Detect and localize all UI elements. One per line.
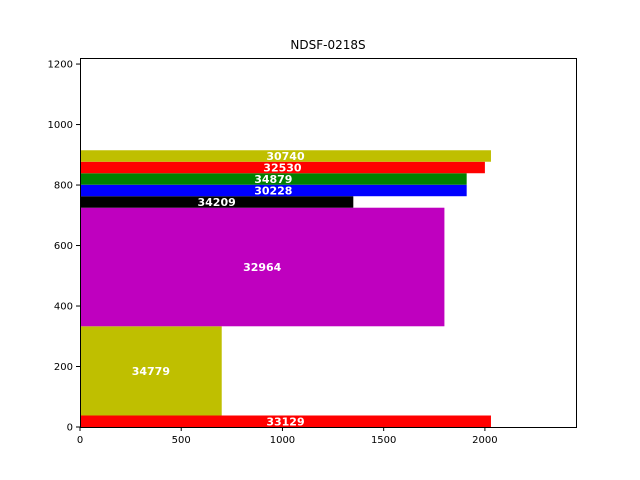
bar-label-32530: 32530 [263,161,302,174]
x-tick-label: 1000 [270,435,295,446]
x-tick-label: 1500 [371,435,396,446]
bar-label-34879: 34879 [254,173,292,186]
x-tick-label: 500 [172,435,191,446]
y-axis: 0 200 400 600 800 1000 1200 [48,60,80,434]
bar-label-30228: 30228 [254,184,292,197]
x-tick-label: 2000 [472,435,497,446]
x-axis: 0 500 1000 1500 2000 [77,427,498,446]
bar-label-34779: 34779 [132,365,170,378]
bar-30228 [80,184,467,197]
y-tick-label: 1000 [48,120,73,131]
y-tick-label: 0 [67,423,73,434]
y-tick-label: 1200 [48,60,73,71]
bar-34879 [80,173,467,185]
chart-title: NDSF-0218S [290,38,365,52]
bar-33129 [80,415,491,427]
bar-32530 [80,161,485,174]
bar-label-33129: 33129 [266,415,304,428]
bar-34209 [80,196,354,208]
plot-frame [80,58,577,428]
y-tick-label: 400 [54,302,73,313]
bar-label-30740: 30740 [266,150,305,163]
bar-34779 [80,326,222,416]
bar-label-34209: 34209 [198,196,236,209]
y-tick-label: 200 [54,362,73,373]
y-tick-label: 800 [54,181,73,192]
x-tick-label: 0 [77,435,83,446]
bar-label-32964: 32964 [243,261,282,274]
bar-30740 [80,150,491,162]
bar-32964 [80,207,445,327]
y-tick-label: 600 [54,241,73,252]
